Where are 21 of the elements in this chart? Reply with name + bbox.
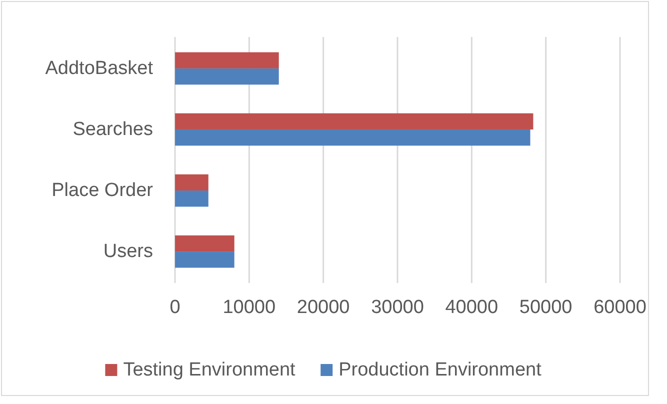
x-tick-label: 10000 bbox=[222, 297, 276, 318]
bar bbox=[175, 129, 530, 146]
x-tick-label: 0 bbox=[170, 297, 180, 318]
y-tick-label: Searches bbox=[72, 118, 153, 140]
legend-label: Testing Environment bbox=[123, 360, 296, 380]
bar bbox=[175, 113, 534, 130]
bar bbox=[175, 174, 208, 191]
x-tick-label: 50000 bbox=[519, 297, 572, 318]
legend-label: Production Environment bbox=[338, 360, 542, 380]
x-tick-label: 60000 bbox=[594, 297, 646, 318]
y-tick-label: Place Order bbox=[52, 180, 154, 202]
x-tick-label: 30000 bbox=[371, 297, 424, 318]
x-tick-label: 20000 bbox=[296, 297, 350, 318]
bar bbox=[175, 235, 234, 252]
bar bbox=[175, 52, 279, 68]
y-tick-label: Users bbox=[103, 241, 153, 262]
y-tick-label: AddtoBasket bbox=[45, 58, 154, 79]
bar bbox=[175, 190, 208, 207]
bar bbox=[175, 68, 279, 85]
x-tick-label: 40000 bbox=[445, 297, 498, 318]
bar bbox=[175, 252, 234, 268]
